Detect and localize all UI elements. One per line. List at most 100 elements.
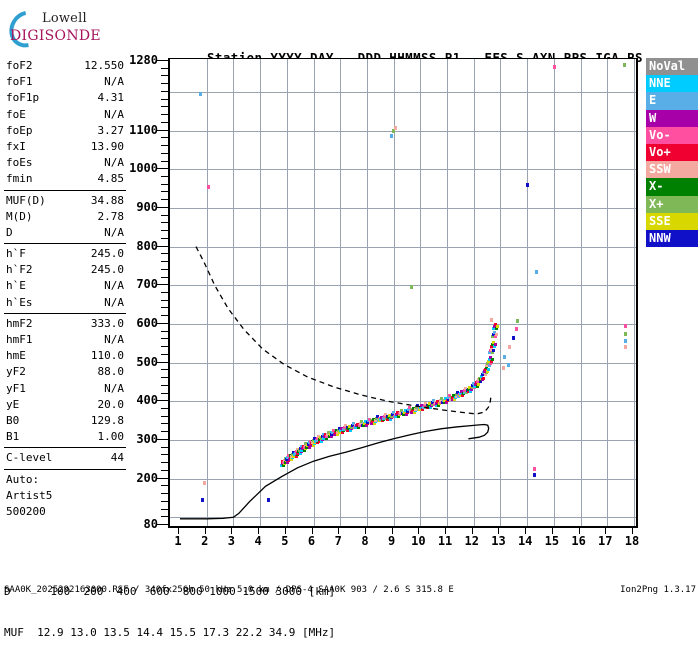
param-row-hf: h`F 245.0 (4, 246, 126, 262)
legend-item-x[interactable]: X- (646, 178, 698, 196)
y-axis-minor-tick (161, 338, 168, 340)
param-row-fxi: fxI 13.90 (4, 139, 126, 155)
true-height-profile-curve (180, 423, 490, 520)
legend-item-vo[interactable]: Vo- (646, 126, 698, 144)
data-point (406, 410, 410, 414)
legend-item-sse[interactable]: SSE (646, 212, 698, 230)
y-axis-minor-tick (161, 206, 168, 208)
legend-item-w[interactable]: W (646, 109, 698, 127)
param-key: hmE (6, 349, 26, 363)
data-point (420, 404, 424, 408)
param-value: 110.0 (90, 349, 124, 363)
y-axis-minor-tick (161, 230, 168, 232)
data-point (290, 453, 294, 457)
data-point (303, 448, 307, 452)
param-row-hmf2: hmF2 333.0 (4, 316, 126, 332)
x-axis-label-18: 18 (624, 534, 640, 548)
data-point (308, 443, 312, 447)
data-point (487, 357, 491, 361)
x-axis-label-2: 2 (201, 534, 209, 548)
x-axis-label-15: 15 (544, 534, 560, 548)
data-point (391, 412, 395, 416)
data-point (503, 354, 507, 359)
data-point (201, 497, 205, 502)
data-point (462, 390, 466, 394)
data-point (489, 349, 493, 353)
gridline-vertical (553, 59, 555, 526)
data-point (336, 428, 340, 432)
legend-item-e[interactable]: E (646, 92, 698, 110)
data-point (483, 370, 487, 374)
ionogram-plot[interactable] (168, 58, 638, 528)
y-axis-minor-tick (161, 315, 168, 317)
data-point (378, 419, 382, 423)
y-axis-minor-tick (161, 423, 168, 425)
data-point (452, 393, 456, 397)
data-point (472, 382, 476, 386)
data-point (384, 413, 388, 417)
x-axis-label-7: 7 (334, 534, 342, 548)
lowell-digisonde-logo: Lowell DIGISONDE (2, 3, 128, 55)
data-point (535, 269, 539, 274)
y-axis-minor-tick (161, 106, 168, 108)
ionogram-plot-canvas (170, 59, 636, 526)
data-point (488, 355, 492, 359)
data-point (387, 415, 391, 419)
legend-item-nnw[interactable]: NNW (646, 229, 698, 248)
gridline-vertical (313, 59, 315, 526)
param-key: B1 (6, 430, 20, 444)
y-axis-minor-tick (161, 469, 168, 471)
param-key: foE (6, 107, 26, 121)
y-axis-minor-tick (161, 415, 168, 417)
data-point (392, 410, 396, 414)
param-row-d: D N/A (4, 225, 126, 241)
data-point (308, 439, 312, 443)
data-point (432, 399, 436, 403)
data-point (392, 128, 396, 133)
data-point (351, 424, 355, 428)
data-point (412, 406, 416, 410)
data-point (532, 472, 536, 477)
data-point (492, 326, 496, 330)
legend-item-vo[interactable]: Vo+ (646, 143, 698, 162)
legend-item-ssw[interactable]: SSW (646, 161, 698, 179)
data-point (419, 406, 423, 410)
param-row-clevel: C-level 44 (4, 450, 126, 466)
y-axis-minor-tick (161, 75, 168, 77)
legend-item-noval[interactable]: NoVal (646, 58, 698, 76)
param-value: N/A (104, 156, 124, 170)
y-axis-minor-tick (161, 176, 168, 177)
data-point (488, 351, 492, 355)
data-point (315, 438, 319, 442)
y-axis-minor-tick (161, 330, 168, 332)
gridline-vertical (634, 59, 635, 526)
param-row-yf2: yF2 88.0 (4, 364, 126, 380)
data-point (365, 424, 369, 428)
legend-item-nne[interactable]: NNE (646, 75, 698, 93)
data-point (282, 463, 286, 467)
param-key: MUF(D) (6, 193, 46, 207)
y-axis-major-tick (156, 206, 168, 208)
data-point (460, 390, 464, 394)
data-point (266, 497, 270, 502)
y-axis-minor-tick (161, 438, 168, 440)
legend-item-x[interactable]: X+ (646, 195, 698, 213)
data-point (469, 390, 473, 394)
ionogram-parameter-table: foF2 12.550 foF1 N/A foF1p 4.31 foE N/A foEp 3.27… (4, 58, 126, 520)
data-point (492, 349, 496, 353)
data-point (490, 357, 494, 361)
muf-table-line-1: D 100 200 400 600 800 1000 1500 3000 [km… (4, 585, 336, 598)
gridline-vertical (420, 59, 422, 526)
param-row-b1: B1 1.00 (4, 429, 126, 445)
data-point (488, 363, 492, 367)
gridline-horizontal (170, 246, 636, 248)
param-value: 4.31 (97, 91, 125, 105)
data-point (623, 345, 627, 350)
data-point (296, 451, 300, 455)
data-point (462, 392, 466, 396)
data-point (358, 423, 362, 427)
data-point (451, 395, 455, 399)
data-point (379, 417, 383, 421)
y-axis-minor-tick (161, 307, 168, 309)
param-key: fmin (6, 172, 33, 186)
